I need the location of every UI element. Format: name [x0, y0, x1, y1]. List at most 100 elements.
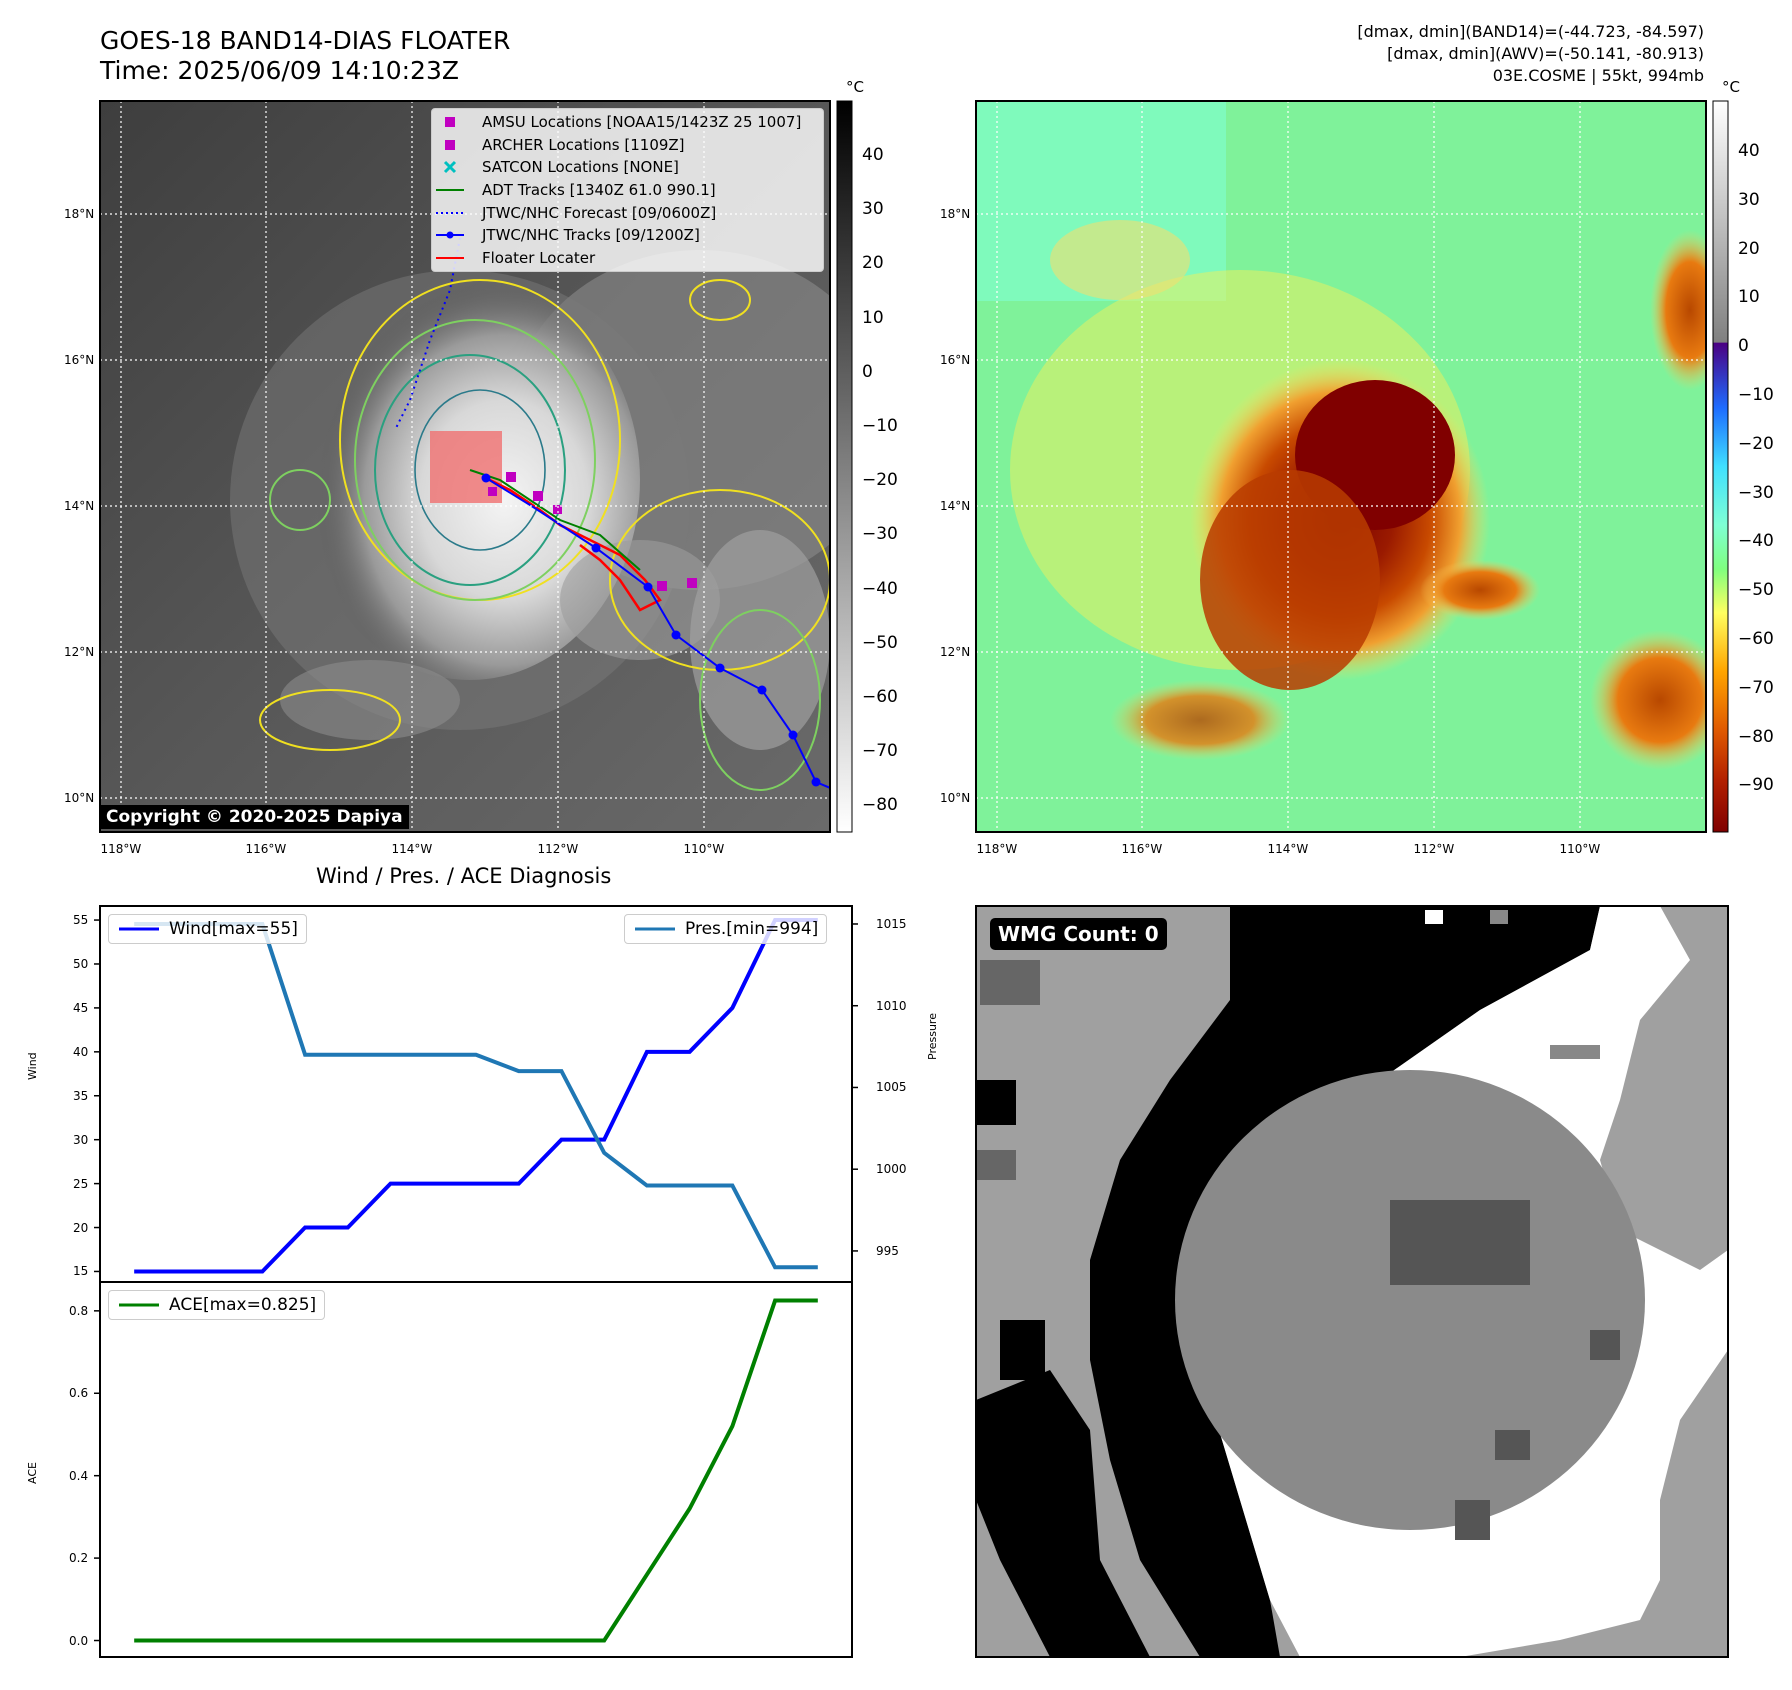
ir-colorbar-tick: 0 [862, 361, 873, 382]
storm-info: 03E.COSME | 55kt, 994mb [1492, 66, 1704, 85]
dias-colorbar-tick: 10 [1738, 287, 1760, 308]
ir-legend-label: ARCHER Locations [1109Z] [482, 135, 685, 154]
ir-legend-label: Floater Locater [482, 248, 596, 267]
wind-tick-label: 30 [73, 1132, 89, 1147]
ace-tick-label: 0.0 [69, 1633, 89, 1648]
pressure-tick-label: 995 [876, 1243, 899, 1258]
dias-colorbar-tick: −40 [1738, 531, 1774, 552]
ir-legend-key [432, 254, 468, 262]
wind-tick-label: 55 [73, 913, 89, 928]
diagnosis-title: Wind / Pres. / ACE Diagnosis [316, 864, 612, 888]
ir-legend-item: SATCON Locations [NONE] [432, 156, 823, 179]
ir-lat-label: 18°N [64, 207, 95, 221]
ir-lon-label: 114°W [391, 842, 433, 856]
dias-colorbar-tick: −50 [1738, 580, 1774, 601]
ace-legend: ACE[max=0.825] [108, 1290, 326, 1320]
dias-lat-label: 18°N [940, 207, 971, 221]
dias-lon-label: 114°W [1267, 842, 1309, 856]
ir-legend-item: JTWC/NHC Forecast [09/0600Z] [432, 201, 823, 224]
wind-tick-label: 50 [73, 956, 89, 971]
ir-colorbar [836, 100, 853, 833]
ir-colorbar-tick: 30 [862, 199, 884, 220]
ir-colorbar-tick: −40 [862, 578, 898, 599]
wind-legend-label: Wind[max=55] [169, 919, 298, 939]
wind-tick-label: 35 [73, 1088, 89, 1103]
ir-colorbar-tick: −60 [862, 687, 898, 707]
ir-colorbar-tick: 20 [862, 253, 884, 274]
pressure-legend-key [635, 927, 675, 931]
ace-axis-label: ACE [26, 1462, 39, 1484]
ir-colorbar-tick: −80 [862, 795, 898, 816]
wind-legend-key [119, 927, 159, 931]
dias-lat-label: 10°N [940, 791, 971, 805]
dias-lat-label: 12°N [940, 645, 971, 659]
wind-axis-label: Wind [26, 1052, 39, 1080]
ir-legend-item: Floater Locater [432, 247, 823, 270]
ir-legend-label: SATCON Locations [NONE] [482, 158, 679, 177]
wmg-count-label: WMG Count: 0 [990, 918, 1167, 950]
dias-lat-label: 16°N [940, 353, 971, 367]
wind-legend: Wind[max=55] [108, 914, 307, 944]
wind-tick-label: 20 [73, 1220, 89, 1235]
wind-tick-label: 45 [73, 1000, 89, 1015]
wind-tick-label: 15 [73, 1264, 89, 1279]
ir-lon-label: 110°W [683, 842, 725, 856]
copyright-label: Copyright © 2020-2025 Dapiya [100, 805, 409, 829]
dias-colorbar [1712, 100, 1729, 833]
ir-colorbar-tick: 10 [862, 307, 884, 328]
dias-lon-label: 110°W [1559, 842, 1601, 856]
best-track [481, 473, 830, 789]
wind-tick-label: 25 [73, 1176, 89, 1191]
pressure-tick-label: 1000 [876, 1162, 907, 1177]
ir-lat-label: 16°N [64, 353, 95, 367]
figure-title: GOES-18 BAND14-DIAS FLOATER [100, 26, 511, 55]
ir-legend-label: AMSU Locations [NOAA15/1423Z 25 1007] [482, 113, 802, 132]
ace-legend-key [119, 1303, 159, 1307]
ir-lon-label: 112°W [537, 842, 579, 856]
figure-time: Time: 2025/06/09 14:10:23Z [100, 56, 459, 85]
wind-series-line [134, 918, 818, 1274]
ir-lat-label: 12°N [64, 645, 95, 659]
dias-colorbar-tick: −70 [1738, 677, 1774, 698]
ir-lon-label: 116°W [245, 842, 287, 856]
pressure-axis-label: Pressure [926, 1013, 939, 1060]
ir-legend-key [432, 115, 468, 129]
ir-colorbar-tick: −70 [862, 741, 898, 762]
ir-colorbar-tick: −20 [862, 470, 898, 491]
ir-legend: AMSU Locations [NOAA15/1423Z 25 1007] ARC… [431, 108, 824, 273]
ir-legend-key [432, 209, 468, 217]
ir-legend-key [432, 160, 468, 174]
wind-pressure-plot [94, 918, 858, 1274]
wind-tick-label: 40 [73, 1044, 89, 1059]
ir-legend-item: ADT Tracks [1340Z 61.0 990.1] [432, 179, 823, 202]
ir-legend-item: JTWC/NHC Tracks [09/1200Z] [432, 224, 823, 247]
dias-colorbar-tick: −90 [1738, 775, 1774, 796]
ir-legend-label: JTWC/NHC Tracks [09/1200Z] [482, 226, 700, 245]
ir-lat-label: 10°N [64, 791, 95, 805]
dias-colorbar-tick: −80 [1738, 726, 1774, 747]
ir-legend-item: ARCHER Locations [1109Z] [432, 134, 823, 157]
ir-lat-label: 14°N [64, 499, 95, 513]
wind-pressure-axes [99, 905, 853, 1283]
dias-colorbar-tick: 20 [1738, 238, 1760, 259]
ir-legend-key [432, 186, 468, 194]
pressure-tick-label: 1005 [876, 1080, 907, 1095]
pressure-tick-label: 1010 [876, 998, 907, 1013]
ir-colorbar-tick: −50 [862, 632, 898, 653]
dias-lon-label: 118°W [976, 842, 1018, 856]
dias-lon-label: 112°W [1413, 842, 1455, 856]
dias-colorbar-tick: −60 [1738, 629, 1774, 649]
dias-gridlines [976, 101, 1706, 832]
dias-colorbar-tick: 40 [1738, 141, 1760, 161]
dias-colorbar-tick: −20 [1738, 433, 1774, 454]
pressure-legend: Pres.[min=994] [624, 914, 828, 944]
ir-legend-key [432, 138, 468, 152]
amsu-archer-markers [488, 472, 697, 591]
ir-lon-label: 118°W [100, 842, 142, 856]
ace-series-line [134, 1298, 818, 1643]
ace-tick-label: 0.8 [69, 1303, 89, 1318]
ace-tick-label: 0.4 [69, 1468, 89, 1483]
ir-legend-key [432, 230, 468, 240]
pressure-legend-label: Pres.[min=994] [685, 919, 819, 939]
